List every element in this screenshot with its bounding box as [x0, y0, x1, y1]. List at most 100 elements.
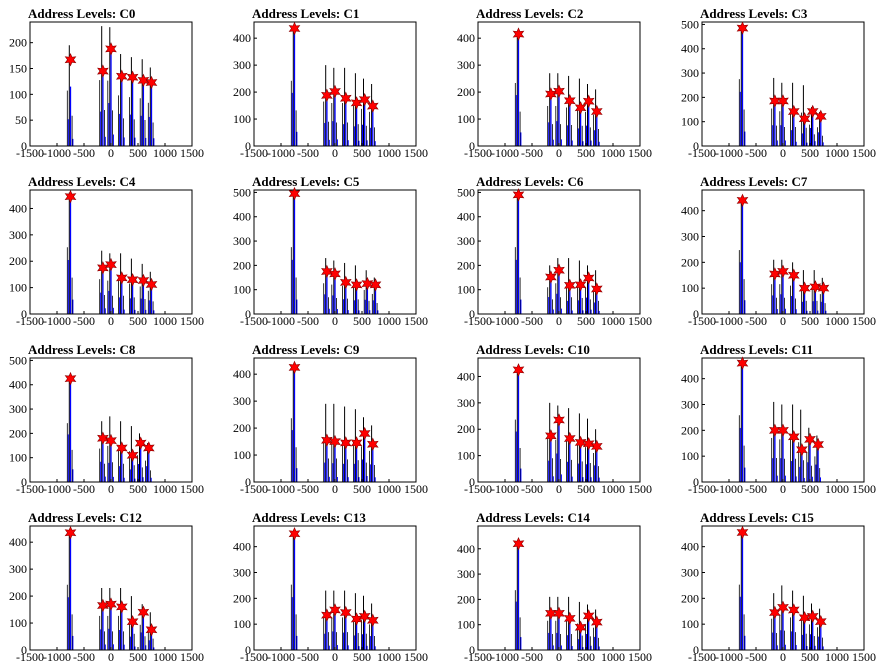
x-tick-label: 1000 [825, 314, 849, 328]
histogram-plot: 050100150200-1500 -1000 -500 0 500 1000 1500 [0, 0, 224, 168]
peak-star-marker [737, 22, 747, 34]
x-tick-label: -1000 [43, 146, 71, 160]
y-tick-label: 300 [9, 562, 27, 576]
peak-star-marker [592, 283, 602, 295]
histogram-plot: 0 100 200 300 400 -1500 -1000 -500 0 500 1000 1500 [672, 168, 896, 336]
y-tick-label: 400 [233, 367, 251, 381]
x-tick-label: 500 [577, 314, 595, 328]
x-tick-label: -500 [745, 314, 767, 328]
peak-star-marker [778, 601, 788, 613]
y-tick-label: 400 [457, 210, 475, 224]
peak-group [148, 272, 154, 314]
peak-star-marker [565, 95, 575, 107]
peak-group [548, 403, 554, 482]
peak-group [291, 192, 297, 314]
peak-star-marker [789, 431, 799, 443]
y-tick-label: 300 [233, 234, 251, 248]
peak-group [780, 585, 786, 650]
y-tick-label: 300 [233, 58, 251, 72]
chart-panel: Address Levels: C9 0 100 200 300 400 -1500 -100… [224, 336, 448, 504]
peak-group [739, 198, 745, 314]
peak-group [343, 68, 349, 146]
y-tick-label: 100 [457, 112, 475, 126]
y-tick-label: 200 [457, 258, 475, 272]
histogram-plot: 0 100 200 300 400 -1500 -1000 -500 0 500 1000 1500 [448, 336, 672, 504]
peak-group [119, 54, 125, 146]
chart-panel: Address Levels: C11 0 100 200 300 400 -1500 -10… [672, 336, 896, 504]
peak-star-marker [127, 71, 137, 83]
x-tick-label: -1500 [464, 146, 492, 160]
y-tick-label: 300 [457, 567, 475, 581]
x-tick-label: -1500 [16, 482, 44, 496]
y-tick-label: 400 [681, 42, 699, 56]
x-tick-label: 500 [801, 650, 819, 664]
peak-group [548, 597, 554, 650]
y-tick-label: 200 [457, 85, 475, 99]
x-tick-label: -1000 [491, 482, 519, 496]
x-tick-label: -500 [521, 650, 543, 664]
peak-star-marker [341, 437, 351, 449]
x-tick-label: 1000 [377, 482, 401, 496]
x-tick-label: 1500 [852, 146, 876, 160]
histogram-plot: 0 100 200 300 400 -1500 -1000 -500 0 500 1000 1500 [672, 504, 896, 672]
x-tick-label: -1000 [491, 146, 519, 160]
x-tick-label: -1500 [464, 650, 492, 664]
x-tick-label: 1500 [628, 650, 652, 664]
y-tick-label: 500 [681, 17, 699, 31]
peak-star-marker [341, 92, 351, 104]
x-tick-label: -1500 [16, 314, 44, 328]
y-tick-label: 300 [233, 566, 251, 580]
peak-star-marker [65, 54, 75, 66]
peak-group [343, 591, 349, 650]
x-tick-label: 0 [332, 314, 338, 328]
y-tick-label: 300 [681, 66, 699, 80]
peak-group [772, 402, 778, 482]
peak-star-marker [146, 278, 156, 290]
x-tick-label: -500 [297, 146, 319, 160]
x-tick-label: 1000 [825, 482, 849, 496]
x-tick-label: -1000 [267, 146, 295, 160]
x-tick-label: -1000 [715, 146, 743, 160]
y-tick-label: 400 [9, 201, 27, 215]
peak-group [291, 531, 297, 650]
y-tick-label: 100 [233, 112, 251, 126]
chart-panel: Address Levels: C3 0 100 200 300 400 500 -1500-… [672, 0, 896, 168]
x-tick-label: -1500 [464, 314, 492, 328]
peak-star-marker [138, 274, 148, 286]
x-tick-label: -1500 [688, 482, 716, 496]
x-tick-label: -1500 [688, 314, 716, 328]
peak-group [140, 264, 146, 314]
peak-group [772, 593, 778, 650]
chart-panel: Address Levels: C13 0 100 200 300 400 -1500 -10… [224, 504, 448, 672]
peak-star-marker [127, 449, 137, 461]
peak-star-marker [513, 28, 523, 40]
peak-star-marker [144, 442, 154, 454]
y-tick-label: 100 [457, 283, 475, 297]
peak-star-marker [546, 430, 556, 442]
peak-group [791, 591, 797, 650]
x-tick-label: 0 [556, 650, 562, 664]
peak-star-marker [138, 606, 148, 618]
chart-panel: Address Levels: C8 0 100 200 300 400 500 -1500-… [0, 336, 224, 504]
y-tick-label: 100 [233, 448, 251, 462]
x-tick-label: 1500 [404, 482, 428, 496]
peak-group [100, 251, 106, 314]
x-tick-label: 1500 [852, 650, 876, 664]
peak-group [791, 405, 797, 483]
peak-group [515, 541, 521, 650]
peak-star-marker [136, 437, 146, 449]
peak-group [780, 405, 786, 483]
x-tick-label: 1500 [852, 314, 876, 328]
peak-group [100, 26, 106, 146]
peak-group [739, 531, 745, 650]
peak-star-marker [289, 528, 299, 540]
peak-group [100, 421, 106, 482]
peak-star-marker [368, 614, 378, 626]
peak-star-marker [330, 604, 340, 616]
x-tick-label: 0 [780, 146, 786, 160]
y-tick-label: 400 [681, 540, 699, 554]
x-tick-label: 1500 [628, 146, 652, 160]
x-tick-label: 500 [801, 146, 819, 160]
y-tick-label: 400 [233, 540, 251, 554]
x-tick-label: 0 [332, 650, 338, 664]
